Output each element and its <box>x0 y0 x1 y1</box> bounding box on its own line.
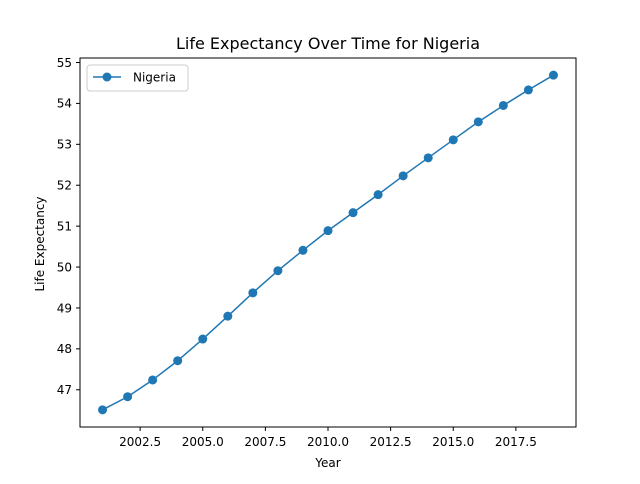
data-point <box>98 405 108 415</box>
y-tick-label: 52 <box>57 179 72 193</box>
y-tick-label: 53 <box>57 138 72 152</box>
y-axis-label-group: Life Expectancy <box>33 196 47 291</box>
data-point <box>323 226 333 236</box>
data-point <box>123 392 133 402</box>
data-point <box>498 100 508 110</box>
y-tick-label: 48 <box>57 342 72 356</box>
data-point <box>273 266 283 276</box>
data-point <box>348 208 358 218</box>
y-tick-label: 55 <box>57 56 72 70</box>
x-tick-label: 2007.5 <box>244 435 286 449</box>
legend-series-marker <box>102 72 112 82</box>
y-tick-label: 51 <box>57 219 72 233</box>
x-tick-label: 2017.5 <box>495 435 537 449</box>
data-point <box>473 117 483 127</box>
x-tick-label: 2005.0 <box>182 435 224 449</box>
chart-title: Life Expectancy Over Time for Nigeria <box>176 34 480 53</box>
data-point <box>248 288 258 298</box>
data-point <box>523 85 533 95</box>
x-axis-ticks: 2002.5 2005.0 2007.5 2010.0 2012.5 2015.0 2017… <box>119 427 537 449</box>
plot-area-frame <box>79 57 577 428</box>
y-axis-ticks: 47 48 49 50 51 52 53 54 55 <box>57 56 80 397</box>
legend-box <box>86 64 189 92</box>
data-point <box>173 356 183 366</box>
x-tick-label: 2012.5 <box>370 435 412 449</box>
y-tick-label: 54 <box>57 97 72 111</box>
y-tick-label: 47 <box>57 383 72 397</box>
data-point <box>298 245 308 255</box>
data-point <box>373 190 383 200</box>
legend-series-label: Nigeria <box>133 71 176 85</box>
x-tick-label: 2015.0 <box>432 435 474 449</box>
plot-series <box>98 70 558 415</box>
x-axis-label: Year <box>314 456 340 470</box>
legend: Nigeria <box>86 64 189 92</box>
y-tick-label: 49 <box>57 301 72 315</box>
data-point <box>448 135 458 145</box>
data-point <box>423 153 433 163</box>
data-point <box>398 171 408 181</box>
data-point <box>223 311 233 321</box>
y-tick-label: 50 <box>57 260 72 274</box>
data-point <box>148 375 158 385</box>
data-point <box>198 334 208 344</box>
data-point <box>548 70 558 80</box>
x-tick-label: 2010.0 <box>307 435 349 449</box>
x-tick-label: 2002.5 <box>119 435 161 449</box>
y-axis-label: Life Expectancy <box>33 196 47 291</box>
